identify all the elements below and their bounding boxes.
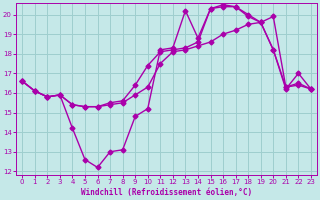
X-axis label: Windchill (Refroidissement éolien,°C): Windchill (Refroidissement éolien,°C) [81,188,252,197]
